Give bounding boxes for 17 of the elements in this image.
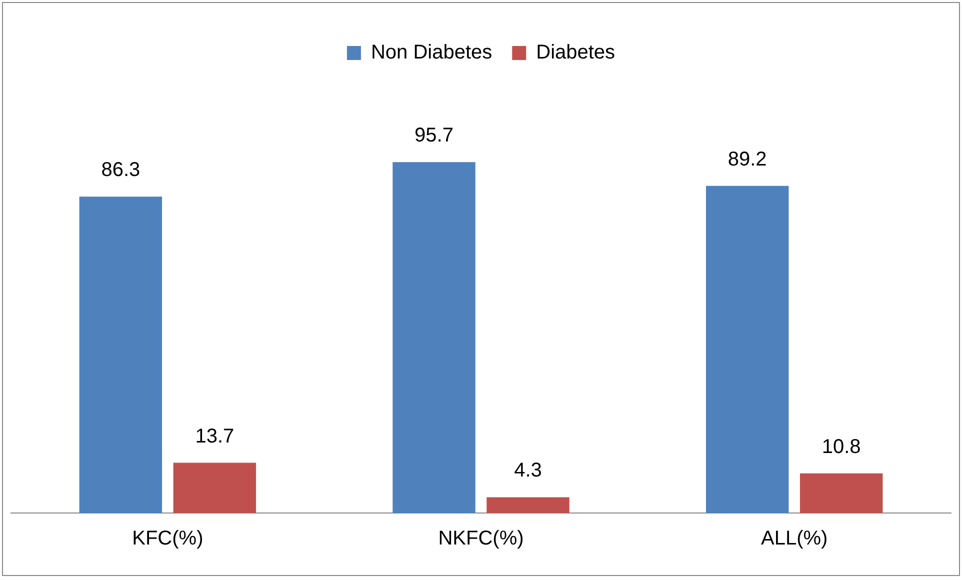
data-label: 4.3 bbox=[514, 460, 542, 482]
bar bbox=[800, 473, 883, 513]
x-tick-label: ALL(%) bbox=[760, 528, 828, 550]
data-label: 13.7 bbox=[195, 425, 234, 448]
x-tick-label: NKFC(%) bbox=[438, 528, 524, 550]
bar bbox=[173, 462, 256, 513]
data-label: 89.2 bbox=[728, 148, 767, 170]
data-label: 86.3 bbox=[101, 159, 140, 182]
data-label: 95.7 bbox=[414, 124, 454, 147]
bar bbox=[486, 497, 570, 513]
x-tick-label: KFC(%) bbox=[132, 528, 204, 550]
bar bbox=[392, 162, 476, 513]
bar bbox=[706, 186, 789, 513]
legend-label: Non Diabetes bbox=[370, 42, 492, 64]
legend-label: Diabetes bbox=[536, 42, 616, 64]
bar bbox=[79, 196, 162, 513]
data-label: 10.8 bbox=[822, 436, 861, 458]
